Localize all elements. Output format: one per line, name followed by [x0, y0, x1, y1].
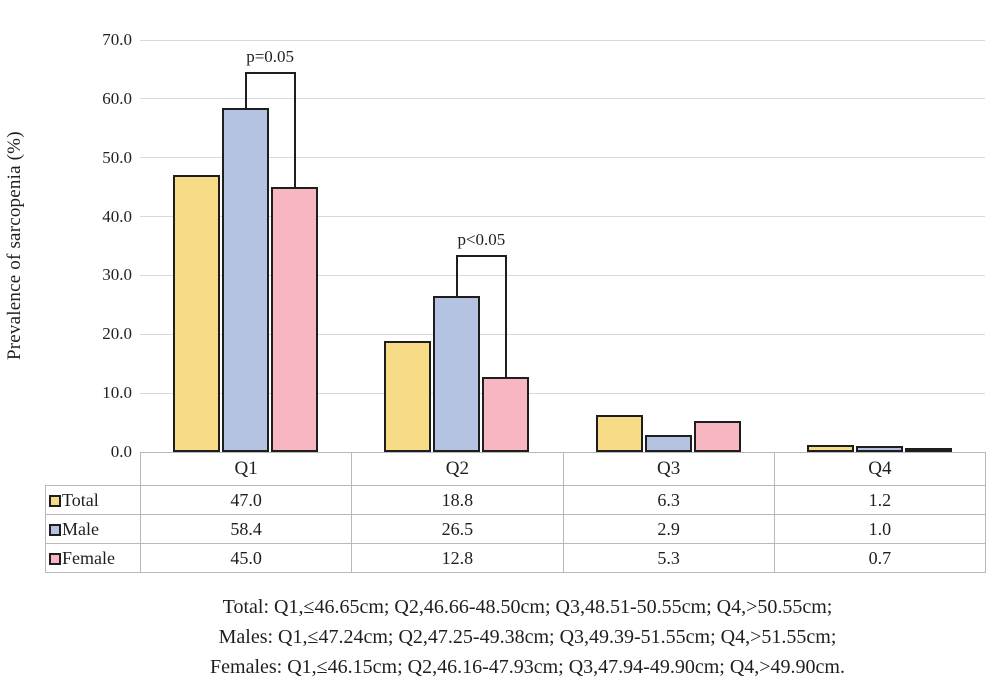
bar-total-q4 — [806, 444, 854, 452]
table-header-blank-cell — [46, 453, 141, 486]
gridline — [140, 216, 985, 218]
table-header-cell-q4: Q4 — [773, 452, 987, 486]
table-value-cell: 45.0 — [139, 543, 353, 573]
bar-male-q4 — [855, 446, 903, 452]
table-header-cell-q2: Q2 — [351, 452, 564, 486]
bar-male-q3 — [644, 434, 692, 452]
significance-bracket-leg — [504, 254, 507, 377]
bar-female-q3 — [693, 420, 741, 452]
legend-label: Female — [62, 547, 115, 568]
y-tick-label: 60.0 — [102, 88, 132, 108]
significance-bracket-leg — [244, 72, 247, 109]
y-axis-title: Prevalence of sarcopenia (%) — [4, 131, 25, 361]
footnote-line: Males: Q1,≤47.24cm; Q2,47.25-49.38cm; Q3… — [218, 626, 837, 648]
table-header-cell-q3: Q3 — [562, 452, 775, 486]
table-value-cell: 1.0 — [773, 514, 987, 544]
legend-swatch-female — [49, 552, 61, 565]
table-row-female: Female 45.0 12.8 5.3 0.7 — [45, 543, 987, 573]
significance-bracket — [455, 254, 507, 257]
bar-female-q1 — [271, 187, 319, 452]
table-value-cell: 12.8 — [351, 543, 564, 573]
y-tick-label: 70.0 — [102, 30, 132, 49]
bar-male-q1 — [222, 108, 270, 452]
legend-cell-male: Male — [45, 514, 141, 544]
gridline — [140, 333, 985, 335]
footnote-line: Total: Q1,≤46.65cm; Q2,46.66-48.50cm; Q3… — [222, 596, 833, 618]
y-tick-label: 40.0 — [102, 206, 132, 226]
significance-bracket-leg — [293, 72, 296, 188]
gridline — [140, 39, 985, 41]
table-header-cell-q1: Q1 — [139, 452, 353, 486]
table-row-male: Male 58.4 26.5 2.9 1.0 — [45, 514, 987, 544]
y-tick-label: 30.0 — [102, 265, 132, 285]
table-header-row: Q1 Q2 Q3 Q4 — [46, 452, 987, 486]
significance-bracket-leg — [455, 254, 458, 297]
footnote-line: Females: Q1,≤46.15cm; Q2,46.16-47.93cm; … — [210, 656, 845, 678]
y-tick-label: 10.0 — [102, 383, 132, 403]
bar-male-q2 — [433, 296, 481, 452]
legend-label: Total — [62, 489, 99, 510]
table: Q1 Q2 Q3 Q4 Total 47.0 18.8 6.3 1.2 Male 58.4 26.5 2… — [45, 452, 987, 573]
table-value-cell: 0.7 — [773, 543, 987, 573]
legend-cell-total: Total — [45, 485, 141, 515]
y-tick-label: 50.0 — [102, 147, 132, 167]
significance-bracket — [244, 72, 296, 75]
plot-area: p=0.05 p<0.05 — [140, 39, 985, 452]
table-row-total: Total 47.0 18.8 6.3 1.2 — [45, 485, 987, 515]
footnotes: Total: Q1,≤46.65cm; Q2,46.66-48.50cm; Q3… — [0, 592, 1000, 682]
gridline — [140, 274, 985, 276]
table-value-cell: 2.9 — [562, 514, 775, 544]
bar-female-q4 — [904, 447, 952, 452]
significance-label: p<0.05 — [457, 229, 506, 249]
data-table-legend: Q1 Q2 Q3 Q4 Total 47.0 18.8 6.3 1.2 Male 58.4 26.5 2… — [45, 452, 987, 573]
bar-total-q3 — [595, 414, 643, 452]
y-tick-label: 0.0 — [110, 442, 132, 461]
gridline — [140, 157, 985, 159]
table-value-cell: 47.0 — [139, 485, 353, 515]
legend-swatch-male — [49, 523, 61, 536]
bar-total-q2 — [384, 341, 432, 452]
legend-cell-female: Female — [45, 543, 141, 573]
gridline — [140, 98, 985, 100]
table-value-cell: 6.3 — [562, 485, 775, 515]
gridline — [140, 392, 985, 394]
table-value-cell: 18.8 — [351, 485, 564, 515]
legend-label: Male — [62, 518, 99, 539]
bar-female-q2 — [482, 376, 530, 452]
significance-label: p=0.05 — [246, 47, 295, 67]
table-value-cell: 58.4 — [139, 514, 353, 544]
legend-swatch-total — [49, 494, 61, 507]
y-tick-label: 20.0 — [102, 324, 132, 344]
table-value-cell: 1.2 — [773, 485, 987, 515]
bar-total-q1 — [173, 175, 221, 452]
table-value-cell: 26.5 — [351, 514, 564, 544]
table-value-cell: 5.3 — [562, 543, 775, 573]
